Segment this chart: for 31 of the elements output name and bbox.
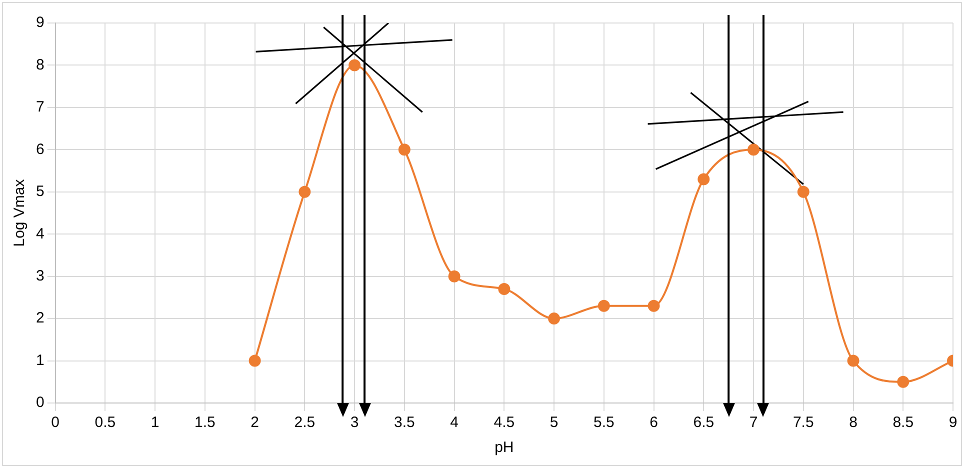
x-tick-label: 9 [948,414,958,432]
y-tick-label: 7 [36,98,44,116]
y-tick-label: 2 [36,310,44,327]
y-tick-label: 8 [36,56,44,74]
x-tick-label: 7.5 [792,414,814,432]
x-axis-title: pH [494,439,514,456]
x-tick-label: 3.5 [394,414,415,432]
x-tick-label: 8.5 [892,414,914,432]
x-tick-label: 0.5 [94,414,116,432]
x-tick-label: 4.5 [494,414,515,432]
y-tick-label: 6 [36,140,44,158]
y-axis-title: Log Vmax [11,178,28,247]
x-tick-label: 3 [350,414,359,432]
x-tick-label: 1.5 [194,414,216,432]
x-tick-label: 5 [550,414,558,432]
x-tick-label: 2.5 [294,414,316,432]
y-tick-label: 1 [36,352,44,369]
y-tick-label: 9 [36,14,44,32]
y-tick-label: 3 [36,267,44,284]
x-tick-label: 4 [450,414,458,432]
x-tick-label: 5.5 [593,414,614,432]
y-tick-label: 0 [36,394,44,412]
x-tick-label: 0 [51,414,60,432]
y-tick-label: 5 [36,183,44,200]
x-tick-label: 7 [749,414,758,432]
x-tick-label: 1 [150,414,160,432]
y-tick-label: 4 [36,225,44,242]
x-tick-label: 8 [849,414,858,432]
x-tick-label: 6.5 [693,414,714,432]
x-tick-label: 2 [250,414,259,432]
x-tick-label: 6 [650,414,658,432]
